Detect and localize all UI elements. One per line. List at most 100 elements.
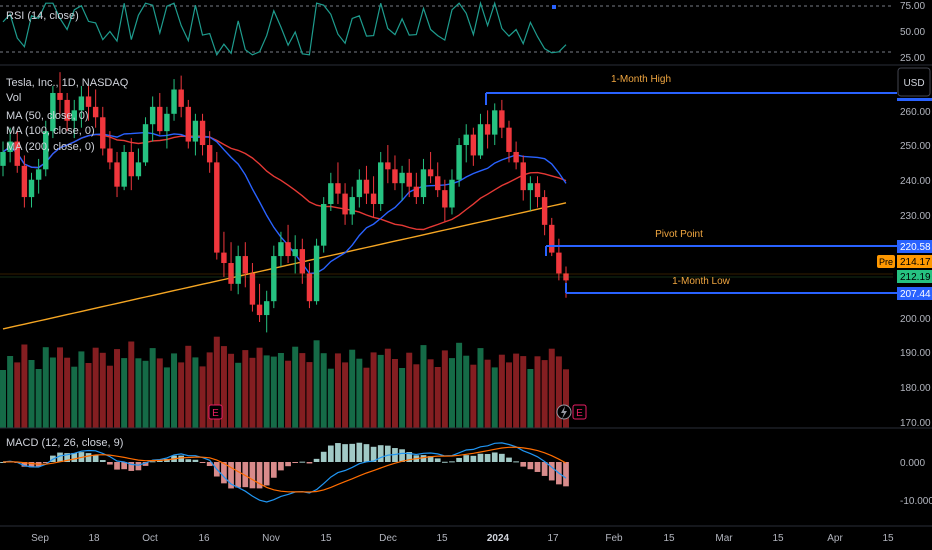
- price-tick: 240.00: [900, 176, 931, 187]
- volume-bar: [563, 369, 569, 428]
- volume-bar: [334, 353, 341, 428]
- candle-body: [278, 242, 284, 257]
- volume-bar: [391, 359, 398, 428]
- volume-bar: [171, 353, 178, 428]
- macd-histogram-bar: [285, 462, 291, 467]
- time-tick: 15: [320, 533, 332, 544]
- macd-histogram-bar: [356, 442, 363, 462]
- price-axis[interactable]: USD 260.00 250.00 240.00 230.00 200.00 1…: [877, 67, 932, 429]
- macd-histogram-bar: [406, 452, 413, 462]
- macd-histogram-bar: [114, 462, 120, 470]
- time-tick: Apr: [827, 533, 843, 544]
- volume-bar: [541, 360, 548, 428]
- candle-body: [221, 252, 227, 264]
- volume-bar: [121, 358, 128, 428]
- candle-body: [442, 190, 448, 208]
- price-pane[interactable]: 1-Month High Pivot Point 1-Month Low Tes…: [0, 67, 932, 429]
- ma50-legend[interactable]: MA (50, close, 0): [6, 110, 89, 122]
- pivot-annotation[interactable]: Pivot Point: [655, 229, 703, 240]
- volume-bar: [242, 350, 249, 428]
- candle-body: [28, 179, 35, 198]
- volume-bar: [463, 355, 470, 428]
- candle-body: [549, 224, 555, 253]
- volume-bar: [256, 347, 263, 428]
- macd-histogram-bar: [28, 462, 35, 468]
- earnings-event-1[interactable]: E: [208, 404, 223, 420]
- moving-averages: [2, 131, 567, 330]
- candle-body: [541, 197, 548, 225]
- candle-body: [206, 145, 213, 163]
- volume-bar: [220, 346, 227, 428]
- candle-body: [100, 117, 106, 149]
- candle-body: [235, 256, 241, 284]
- volume-bar: [270, 356, 277, 428]
- volume-bar: [42, 347, 49, 428]
- volume-bar: [128, 341, 135, 428]
- candle-body: [64, 99, 70, 121]
- price-tick: 260.00: [900, 107, 931, 118]
- rsi-pane[interactable]: RSI (14, close) 75.00 50.00 25.00: [0, 0, 925, 64]
- macd-histogram-bar: [384, 445, 391, 462]
- price-tick: 170.00: [900, 418, 931, 429]
- earnings-event-2[interactable]: E: [572, 404, 587, 420]
- rsi-axis-75: 75.00: [900, 1, 925, 12]
- macd-histogram-bar: [520, 462, 527, 467]
- volume-bar: [199, 366, 206, 428]
- rsi-axis-50: 50.00: [900, 27, 925, 38]
- symbol-title[interactable]: Tesla, Inc., 1D, NASDAQ: [6, 77, 129, 89]
- currency-label: USD: [903, 78, 924, 89]
- candle-body: [121, 151, 127, 187]
- candle-body: [456, 145, 462, 180]
- last-price-tag: [897, 270, 932, 283]
- macd-histogram-bar: [42, 462, 49, 463]
- volume-bar: [249, 357, 256, 428]
- macd-histogram-bar: [420, 455, 427, 462]
- macd-histogram-bar: [363, 444, 370, 462]
- volume-bar: [192, 357, 199, 428]
- last-price-value: 212.19: [900, 272, 931, 283]
- currency-button[interactable]: [897, 67, 931, 97]
- candle-body: [349, 197, 355, 215]
- split-event[interactable]: [556, 404, 572, 420]
- month-high-tag: [897, 98, 932, 101]
- candle-body: [242, 256, 249, 274]
- macd-pane[interactable]: MACD (12, 26, close, 9) 0.000 -10.000: [0, 437, 932, 507]
- macd-histogram-bar: [71, 452, 78, 462]
- candle-body: [399, 172, 405, 184]
- vol-legend[interactable]: Vol: [6, 92, 21, 104]
- volume-bar: [349, 349, 356, 428]
- ma100-legend[interactable]: MA (100, close, 0): [6, 125, 95, 137]
- candle-body: [463, 134, 469, 146]
- candle-body: [142, 124, 149, 163]
- candle-body: [420, 169, 427, 198]
- month-low-annotation[interactable]: 1-Month Low: [672, 276, 731, 287]
- candle-body: [85, 96, 92, 107]
- candle-body: [427, 169, 434, 177]
- ma200-legend[interactable]: MA (200, close, 0): [6, 141, 95, 153]
- macd-histogram-and-lines: [0, 442, 569, 503]
- candle-body: [556, 252, 562, 274]
- macd-histogram-bar: [57, 452, 63, 462]
- candle-body: [385, 162, 391, 170]
- macd-histogram-bar: [449, 461, 455, 463]
- signal-line: [2, 446, 567, 493]
- premarket-price-value: 214.17: [900, 257, 931, 268]
- time-tick: 15: [772, 533, 784, 544]
- candle-body: [164, 113, 170, 132]
- macd-histogram-bar: [85, 453, 92, 462]
- earnings-icon: [572, 404, 587, 420]
- candle-body: [114, 162, 120, 187]
- macd-histogram-bar: [534, 462, 541, 472]
- volume-bar: [377, 354, 384, 428]
- candle-body: [413, 186, 420, 198]
- time-axis[interactable]: Sep 18 Oct 16 Nov 15 Dec 15 2024 17 Feb …: [31, 533, 894, 544]
- volume-bar: [228, 353, 235, 428]
- volume-bar: [7, 356, 14, 428]
- candle-body: [228, 263, 234, 284]
- volume-bar: [434, 367, 441, 428]
- macd-histogram-bar: [249, 462, 256, 489]
- month-high-annotation[interactable]: 1-Month High: [611, 74, 671, 85]
- volume-bar: [470, 364, 477, 428]
- candle-body: [185, 106, 191, 142]
